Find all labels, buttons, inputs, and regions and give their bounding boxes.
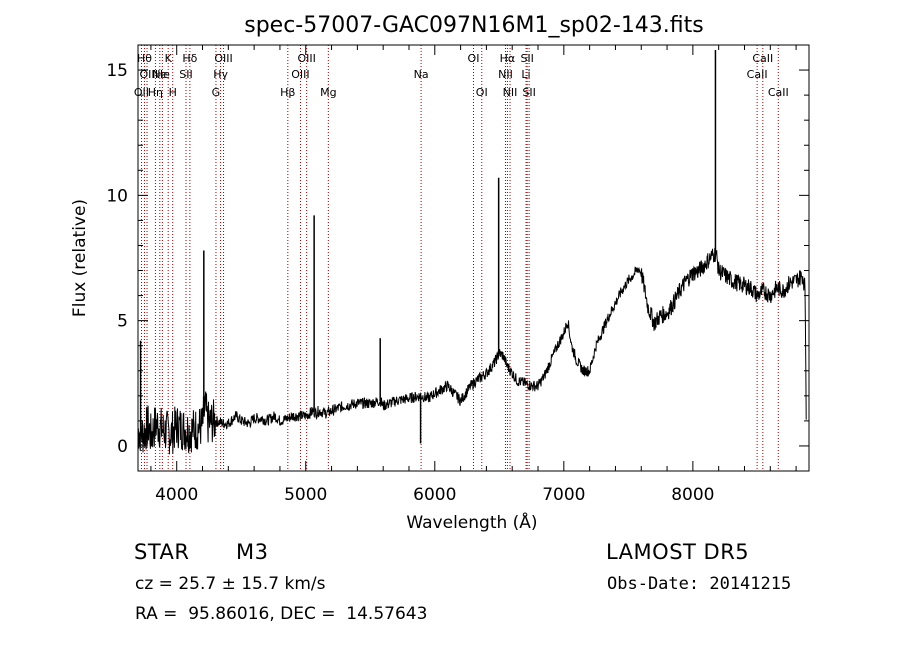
line-label: Hδ xyxy=(182,52,197,65)
redshift-velocity: cz = 25.7 ± 15.7 km/s xyxy=(135,574,326,594)
spectrum-series xyxy=(137,50,807,455)
line-label: OII xyxy=(139,68,154,81)
line-label: NII xyxy=(498,68,513,81)
observation-date: Obs-Date: 20141215 xyxy=(607,574,792,594)
line-label: Li xyxy=(521,68,530,81)
line-label: H xyxy=(169,86,177,99)
line-label: NII xyxy=(503,86,518,99)
line-label: Na xyxy=(414,68,429,81)
object-class: STAR xyxy=(134,540,190,564)
line-label: OIII xyxy=(291,68,309,81)
line-label: Hγ xyxy=(213,68,228,81)
line-label: Mg xyxy=(320,86,336,99)
line-label: CaII xyxy=(747,68,768,81)
y-tick-label: 10 xyxy=(106,186,128,206)
object-subclass: M3 xyxy=(236,540,269,564)
y-tick-label: 5 xyxy=(117,312,128,332)
x-tick-label: 8000 xyxy=(671,485,714,505)
spectral-line-markers xyxy=(140,45,779,471)
line-label: Ne xyxy=(152,68,167,81)
spectral-line-labels: OIIHθOIIHηNeHeKHSIIHδGHγOIIIHβOIIIOIIIMg… xyxy=(134,52,789,99)
plot-frame xyxy=(137,44,810,472)
line-label: OII xyxy=(134,86,149,99)
line-label: K xyxy=(165,52,173,65)
y-axis-label: Flux (relative) xyxy=(70,199,90,317)
line-label: OIII xyxy=(214,52,232,65)
x-tick-label: 6000 xyxy=(413,485,456,505)
chart-title: spec-57007-GAC097N16M1_sp02-143.fits xyxy=(244,13,704,38)
x-tick-label: 5000 xyxy=(284,485,327,505)
line-label: OI xyxy=(468,52,480,65)
y-axis: 0 5 10 15 xyxy=(106,44,809,472)
spectrum-line xyxy=(137,247,807,455)
x-axis: 4000 5000 6000 7000 8000 xyxy=(150,45,797,505)
line-label: CaII xyxy=(768,86,789,99)
line-label: G xyxy=(212,86,221,99)
line-label: OIII xyxy=(297,52,315,65)
line-label: SII xyxy=(520,52,533,65)
line-label: SII xyxy=(179,68,192,81)
x-axis-label: Wavelength (Å) xyxy=(406,511,537,533)
x-tick-label: 4000 xyxy=(155,485,198,505)
line-label: CaII xyxy=(752,52,773,65)
line-label: Hη xyxy=(148,86,163,99)
y-tick-label: 0 xyxy=(117,437,128,457)
line-label: Hα xyxy=(500,52,516,65)
line-label: Hθ xyxy=(137,52,152,65)
x-tick-label: 7000 xyxy=(542,485,585,505)
survey-name: LAMOST DR5 xyxy=(606,540,750,564)
coordinates: RA = 95.86016, DEC = 14.57643 xyxy=(135,604,428,624)
line-label: SII xyxy=(522,86,535,99)
line-label: OI xyxy=(476,86,488,99)
line-label: He xyxy=(155,68,170,81)
y-tick-label: 15 xyxy=(106,61,128,81)
line-label: Hβ xyxy=(280,86,295,99)
